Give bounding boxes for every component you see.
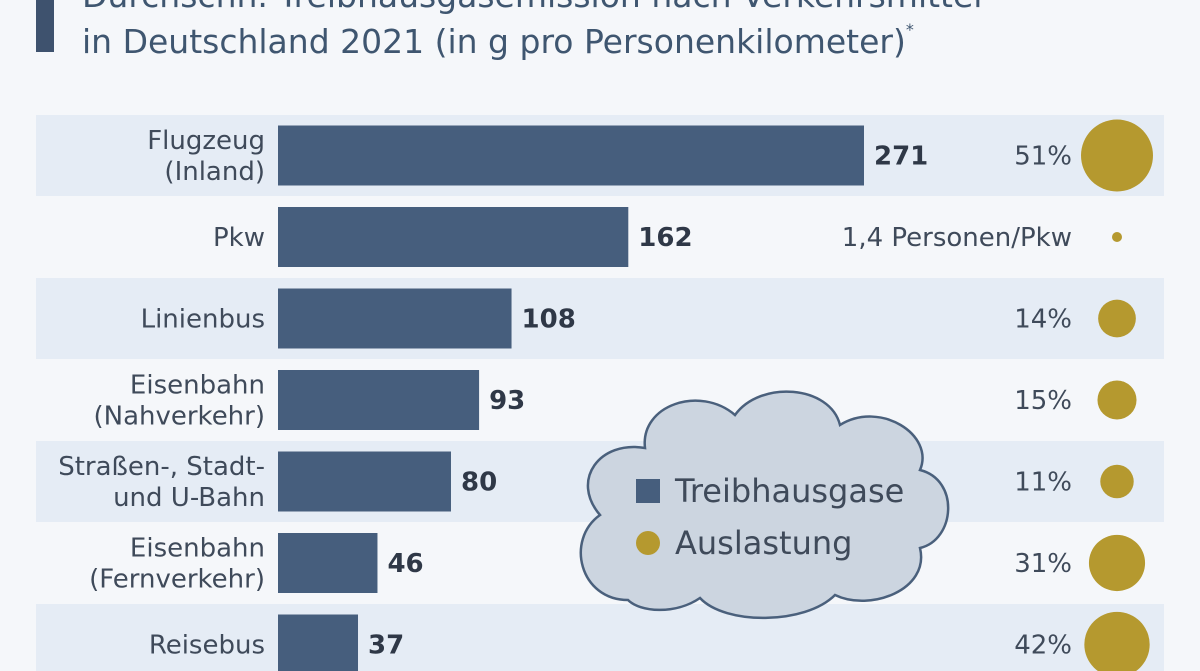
chart-title-line2-text: in Deutschland 2021 (in g pro Personenki…: [82, 22, 906, 61]
bar-value-label: 46: [387, 549, 423, 579]
category-label: (Nahverkehr): [93, 402, 265, 432]
row-bands: [36, 115, 1164, 671]
utilisation-circle: [1098, 299, 1136, 338]
bar-treibhausgase: [278, 207, 629, 267]
bar-treibhausgase: [278, 614, 359, 671]
category-label: Eisenbahn: [130, 371, 265, 401]
legend-cloud-shape: [579, 390, 950, 620]
utilisation-label: 31%: [1014, 549, 1072, 579]
utilisation-circle: [1088, 534, 1146, 592]
bar-treibhausgase: [278, 370, 480, 430]
category-label: (Inland): [164, 157, 265, 187]
category-label: Straßen-, Stadt-: [58, 452, 265, 482]
utilisation-circle: [1100, 464, 1134, 499]
category-label: (Fernverkehr): [89, 565, 265, 595]
bar-value-label: 271: [874, 142, 928, 172]
utilisation-circle: [1097, 380, 1137, 420]
footnote-marker: *: [905, 20, 914, 39]
legend-label: Auslastung: [675, 524, 852, 562]
bar-value-label: 80: [461, 468, 497, 498]
bar-value-label: 162: [638, 223, 692, 253]
legend-swatch-circle: [636, 531, 660, 555]
bar-treibhausgase: [278, 451, 451, 512]
category-label: und U-Bahn: [113, 483, 265, 513]
bar-value-label: 37: [368, 631, 404, 661]
utilisation-label: 11%: [1014, 468, 1072, 498]
category-label: Flugzeug: [147, 126, 265, 156]
bar-treibhausgase: [278, 533, 378, 593]
chart-title-line1: Durchschn. Treibhausgasemission nach Ver…: [82, 0, 982, 15]
category-label: Eisenbahn: [130, 534, 265, 564]
utilisation-label: 15%: [1014, 386, 1072, 416]
bar-value-label: 93: [489, 386, 525, 416]
utilisation-circle: [1084, 611, 1150, 671]
utilisation-label: 51%: [1014, 142, 1072, 172]
chart-rows: Flugzeug(Inland) 271 51% Pkw 162 1,4 Personen…: [58, 119, 1153, 671]
row-band: [36, 604, 1164, 671]
chart-title-line2: in Deutschland 2021 (in g pro Personenki…: [82, 20, 914, 61]
category-label: Pkw: [213, 223, 265, 253]
row-band: [36, 278, 1164, 359]
utilisation-circle: [1112, 232, 1122, 242]
chart-header: Durchschn. Treibhausgasemission nach Ver…: [0, 0, 1200, 100]
utilisation-circle: [1081, 119, 1153, 192]
bar-treibhausgase: [278, 125, 864, 186]
title-accent-bar: [36, 0, 54, 52]
legend-swatch-square: [636, 479, 660, 503]
utilisation-label: 1,4 Personen/Pkw: [842, 223, 1072, 253]
category-label: Linienbus: [141, 305, 265, 335]
legend-label: Treibhausgase: [674, 472, 904, 510]
utilisation-label: 14%: [1014, 305, 1072, 335]
utilisation-label: 42%: [1014, 631, 1072, 661]
legend-cloud: Treibhausgase Auslastung: [579, 390, 950, 620]
bar-value-label: 108: [522, 305, 576, 335]
category-label: Reisebus: [149, 631, 265, 661]
bar-treibhausgase: [278, 288, 512, 349]
